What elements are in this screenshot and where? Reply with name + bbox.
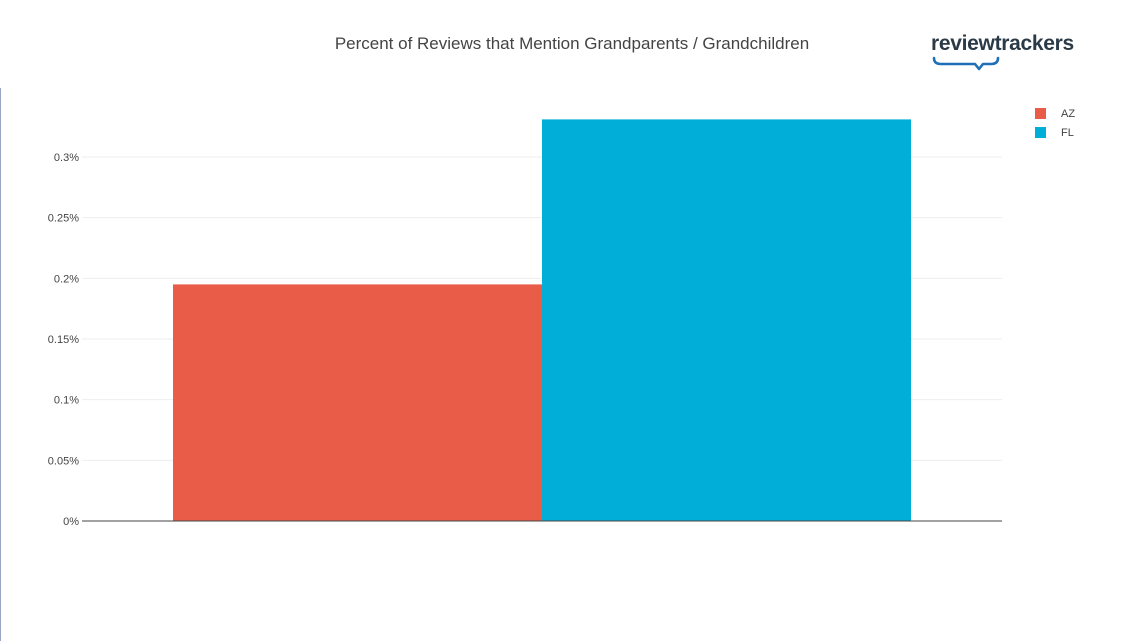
y-tick-label: 0.25% xyxy=(48,213,79,225)
y-tick-label: 0.2% xyxy=(54,273,79,285)
bar-fl xyxy=(542,119,911,522)
y-axis: 0% 0.05% 0.1% 0.15% 0.2% 0.25% 0.3% xyxy=(48,152,1002,528)
y-tick-label: 0.15% xyxy=(48,334,79,346)
legend-label-az[interactable]: AZ xyxy=(1061,108,1075,120)
bar-az xyxy=(173,284,542,521)
bars xyxy=(173,119,911,522)
speech-bubble-icon xyxy=(932,56,1000,71)
logo-wordmark: reviewtrackers xyxy=(931,32,1074,55)
legend-swatch-az[interactable] xyxy=(1035,108,1046,119)
y-tick-label: 0.3% xyxy=(54,152,79,164)
legend-label-fl[interactable]: FL xyxy=(1061,127,1074,139)
y-tick-label: 0.05% xyxy=(48,455,79,467)
reviewtrackers-logo: reviewtrackers xyxy=(931,31,1091,79)
legend-swatch-fl[interactable] xyxy=(1035,127,1046,138)
y-tick-label: 0.1% xyxy=(54,395,79,407)
y-tick-label: 0% xyxy=(63,516,79,528)
chart-title: Percent of Reviews that Mention Grandpar… xyxy=(335,34,809,53)
frame-edge xyxy=(0,88,1,641)
legend: AZ FL xyxy=(1035,108,1075,139)
